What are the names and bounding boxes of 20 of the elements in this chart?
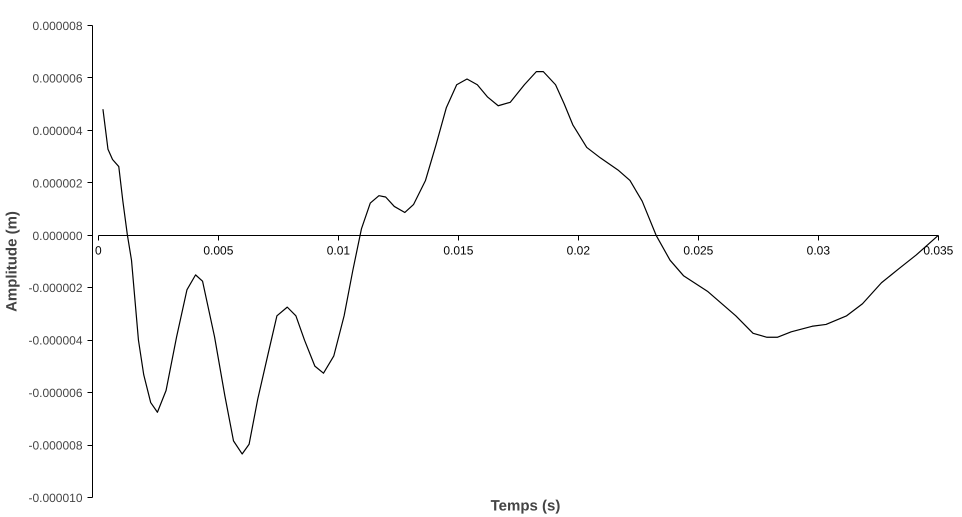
y-tick-label: -0.000004 xyxy=(28,334,83,348)
x-tick-label: 0.035 xyxy=(923,243,954,258)
y-tick-label: -0.000006 xyxy=(28,386,83,400)
x-tick-label: 0.025 xyxy=(683,243,714,258)
x-tick-label: 0.02 xyxy=(566,243,590,258)
y-tick-label: 0.000008 xyxy=(32,19,83,33)
y-tick-label: 0.000004 xyxy=(32,124,83,138)
x-tick-label: 0.03 xyxy=(806,243,830,258)
y-tick-label: 0.000000 xyxy=(32,228,83,243)
x-tick-label: 0.005 xyxy=(203,243,234,258)
y-tick-label: -0.000010 xyxy=(28,491,83,505)
y-tick-label: 0.000002 xyxy=(32,176,83,190)
y-tick-label: -0.000008 xyxy=(28,438,83,453)
y-tick-label: -0.000002 xyxy=(28,281,83,296)
y-tick-label: 0.000006 xyxy=(32,71,83,86)
x-axis-title: Temps (s) xyxy=(490,498,560,514)
x-tick-label: 0 xyxy=(95,243,102,258)
x-tick-label: 0.015 xyxy=(443,243,474,258)
y-axis-title: Amplitude (m) xyxy=(3,211,20,312)
x-tick-label: 0.01 xyxy=(326,243,350,258)
